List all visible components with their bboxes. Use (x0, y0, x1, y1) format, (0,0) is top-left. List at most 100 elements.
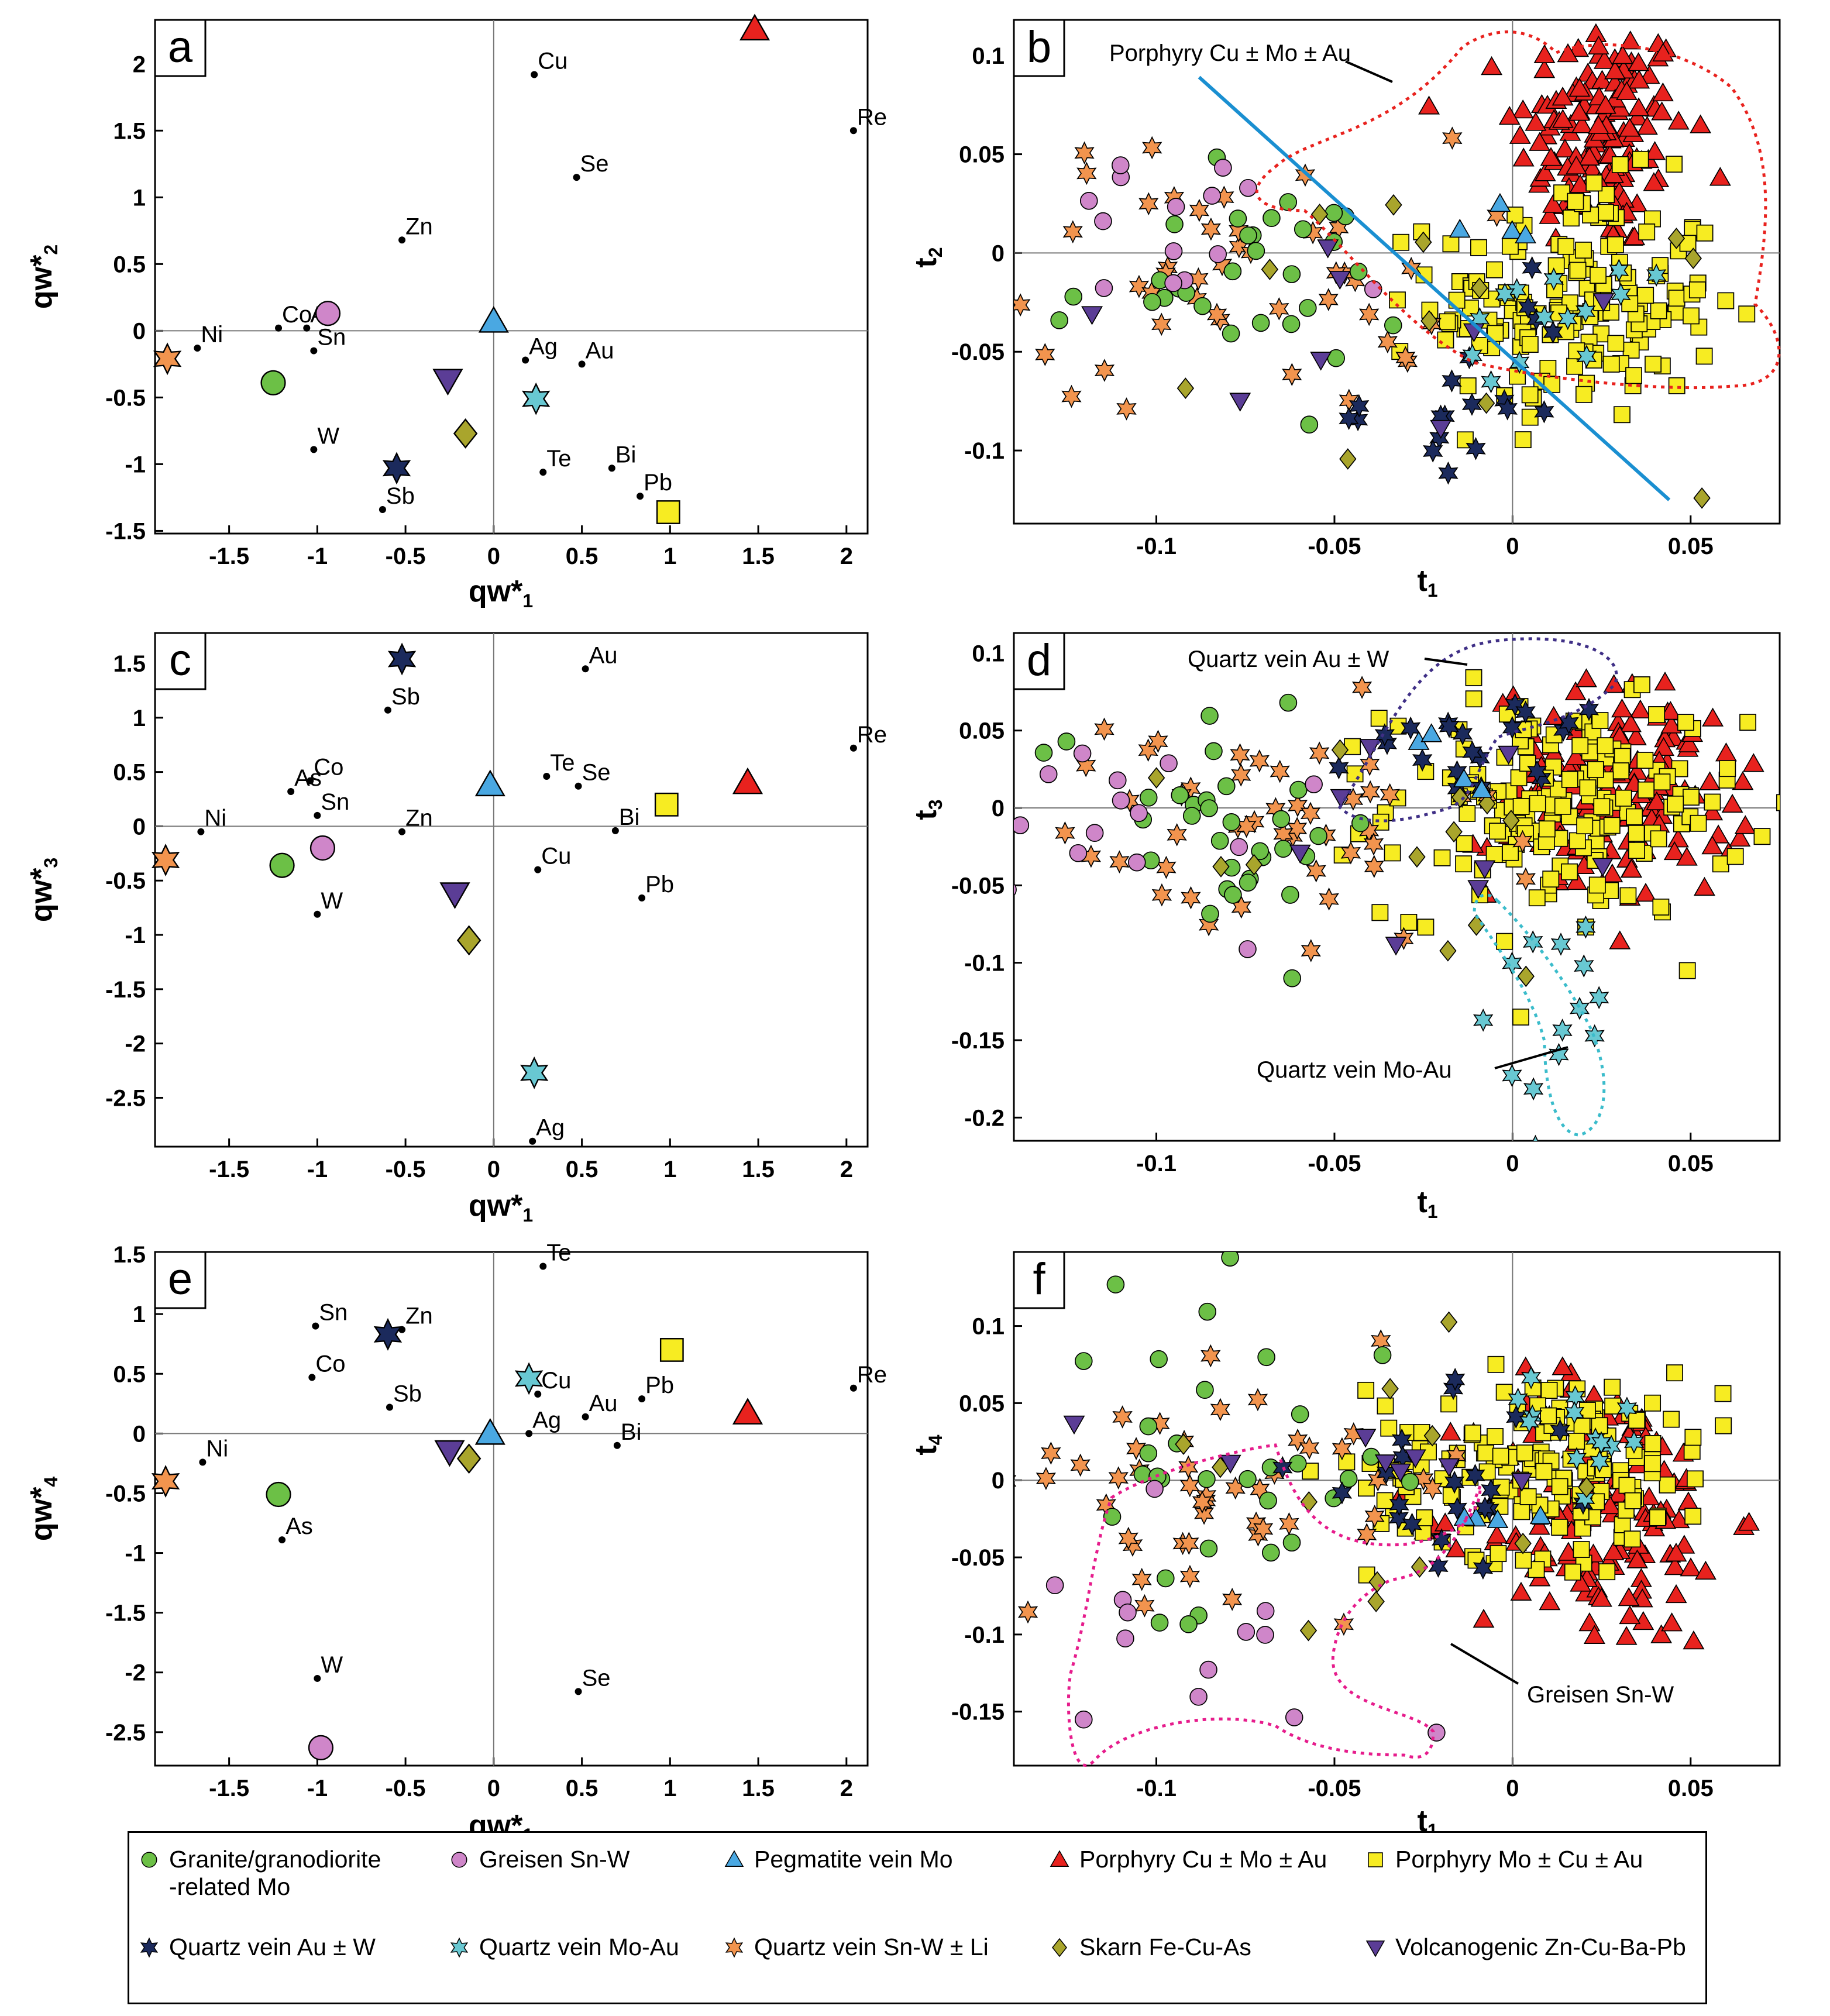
sample-point-qv_moau (1591, 1431, 1612, 1454)
deposit-centroid-qv_auw (382, 452, 411, 485)
sample-point-granite (1272, 810, 1291, 828)
sample-point-granite (1262, 1543, 1280, 1562)
sample-point-granite (1300, 415, 1319, 434)
sample-point-qv_snw (1287, 1428, 1308, 1452)
sample-point-porphyry_mo (1575, 242, 1592, 259)
sample-point-skarn (1415, 231, 1432, 253)
sample-point-porphyry_cu (1734, 815, 1756, 834)
variable-label: Cu (538, 49, 567, 74)
x-axis-title: t1 (1417, 1185, 1437, 1222)
legend-label-wrap: Volcanogenic Zn-Cu-Ba-Pb (1395, 1934, 1686, 1961)
sample-point-qv_snw (1306, 859, 1326, 883)
sample-point-granite (1201, 904, 1219, 923)
sample-point-porphyry_mo (1739, 714, 1757, 731)
sample-point-porphyry_cu (1528, 1516, 1550, 1535)
sample-point-qv_snw (1228, 219, 1249, 243)
sample-point-skarn (1471, 277, 1488, 299)
sample-point-porphyry_mo (1776, 794, 1780, 811)
sample-point-porphyry_mo (1465, 690, 1482, 708)
sample-point-porphyry_mo (1612, 762, 1630, 780)
sample-point-qv_snw (1036, 1467, 1057, 1490)
sample-point-granite (1050, 311, 1068, 329)
variable-label: Bi (621, 1419, 642, 1445)
sample-point-porphyry_mo (1607, 335, 1625, 352)
deposit-centroid-porphyry_cu (739, 13, 770, 41)
legend-item-skarn: Skarn Fe-Cu-As (1048, 1934, 1251, 1961)
sample-point-qv_snw (1318, 288, 1339, 311)
sample-point-granite (1057, 732, 1076, 751)
deposit-centroid-qv_snw (151, 1465, 180, 1498)
sample-point-qv_moau (1534, 305, 1555, 329)
sample-point-qv_snw (1364, 1505, 1385, 1528)
sample-point-porphyry_mo (1624, 1492, 1642, 1509)
sample-point-volcanogenic (1229, 393, 1251, 412)
sample-point-granite (1210, 831, 1229, 850)
sample-point-qv_snw (1179, 1532, 1199, 1555)
sample-point-porphyry_cu (1619, 30, 1642, 50)
sample-point-qv_snw (1300, 801, 1321, 825)
sample-point-porphyry_cu (1680, 1557, 1702, 1577)
variable-point-w (314, 910, 321, 918)
variable-label: Cu (541, 1368, 571, 1394)
sample-point-volcanogenic (1592, 858, 1614, 877)
sample-point-porphyry_mo (1487, 1356, 1505, 1373)
sample-point-porphyry_cu (1667, 111, 1690, 130)
variable-label: Sb (393, 1381, 422, 1406)
sample-point-qv_snw (1422, 1477, 1443, 1501)
sample-point-qv_moau (1566, 1447, 1587, 1471)
sample-point-pegmatite (1529, 1505, 1552, 1525)
variable-point-ag (522, 356, 529, 364)
sample-point-porphyry_mo (1638, 781, 1654, 799)
sample-point-porphyry_mo (1645, 355, 1662, 373)
sample-point-porphyry_mo (1683, 1443, 1701, 1460)
sample-point-porphyry_mo (1652, 898, 1670, 916)
x-tick-label: 0.5 (566, 543, 598, 569)
sample-point-porphyry_mo (1614, 406, 1631, 424)
sample-point-qv_snw (1167, 823, 1187, 847)
x-tick-label: 0 (487, 1776, 500, 1801)
sample-point-porphyry_mo (1554, 797, 1571, 815)
x-tick-label: 1 (663, 1157, 676, 1182)
sample-point-qv_snw (1017, 1600, 1038, 1624)
panel-f-marks (1014, 1252, 1760, 1742)
sample-point-pegmatite (1489, 192, 1511, 212)
legend-label: Quartz vein Sn-W ± Li (754, 1934, 989, 1960)
variable-point-zn (398, 236, 406, 244)
sample-point-porphyry_mo (1696, 224, 1714, 242)
legend-marker-porphyry_cu (1050, 1850, 1069, 1867)
sample-point-porphyry_cu (1802, 790, 1822, 808)
x-tick-label: -0.05 (1308, 1151, 1361, 1176)
variable-label: Sn (321, 789, 349, 815)
deposit-centroid-volcanogenic (439, 882, 470, 909)
sample-point-porphyry_mo (1416, 1509, 1433, 1526)
sample-point-greisen (1160, 754, 1178, 772)
sample-point-porphyry_mo (1384, 844, 1401, 862)
y-tick-label: 0.5 (113, 1361, 146, 1387)
legend-marker-volcanogenic (1365, 1941, 1385, 1957)
sample-point-porphyry_mo (1678, 962, 1696, 979)
deposit-centroid-pegmatite (478, 305, 509, 333)
y-tick-label: -0.1 (964, 438, 1005, 464)
sample-point-qv_auw (1502, 715, 1523, 739)
sample-point-porphyry_mo (1593, 798, 1611, 816)
y-tick-label: -0.1 (964, 951, 1005, 976)
sample-point-porphyry_mo (1628, 825, 1645, 842)
sample-point-porphyry_cu (1566, 871, 1588, 890)
x-tick-label: 1 (663, 1776, 676, 1801)
annotation-quartz-vein-mo-au: Quartz vein Mo-Au (1257, 1057, 1451, 1083)
sample-point-qv_auw (1473, 1556, 1494, 1580)
sample-point-qv_moau (1557, 307, 1578, 331)
y-tick-label: -2 (125, 1660, 146, 1686)
sample-point-porphyry_mo (1376, 1492, 1394, 1509)
sample-point-porphyry_mo (1459, 377, 1477, 394)
variable-label: As (285, 1513, 313, 1539)
sample-point-granite (1239, 226, 1257, 245)
legend-label-wrap: Pegmatite vein Mo (754, 1846, 953, 1873)
sample-point-greisen (1127, 853, 1146, 872)
sample-point-qv_snw (1333, 1612, 1354, 1636)
sample-point-porphyry_mo (1753, 828, 1771, 845)
sample-point-porphyry_cu (1701, 835, 1724, 855)
y-tick-label: -1.5 (105, 518, 146, 544)
sample-point-qv_snw (1131, 1567, 1152, 1591)
sample-point-porphyry_cu (1683, 1630, 1705, 1650)
